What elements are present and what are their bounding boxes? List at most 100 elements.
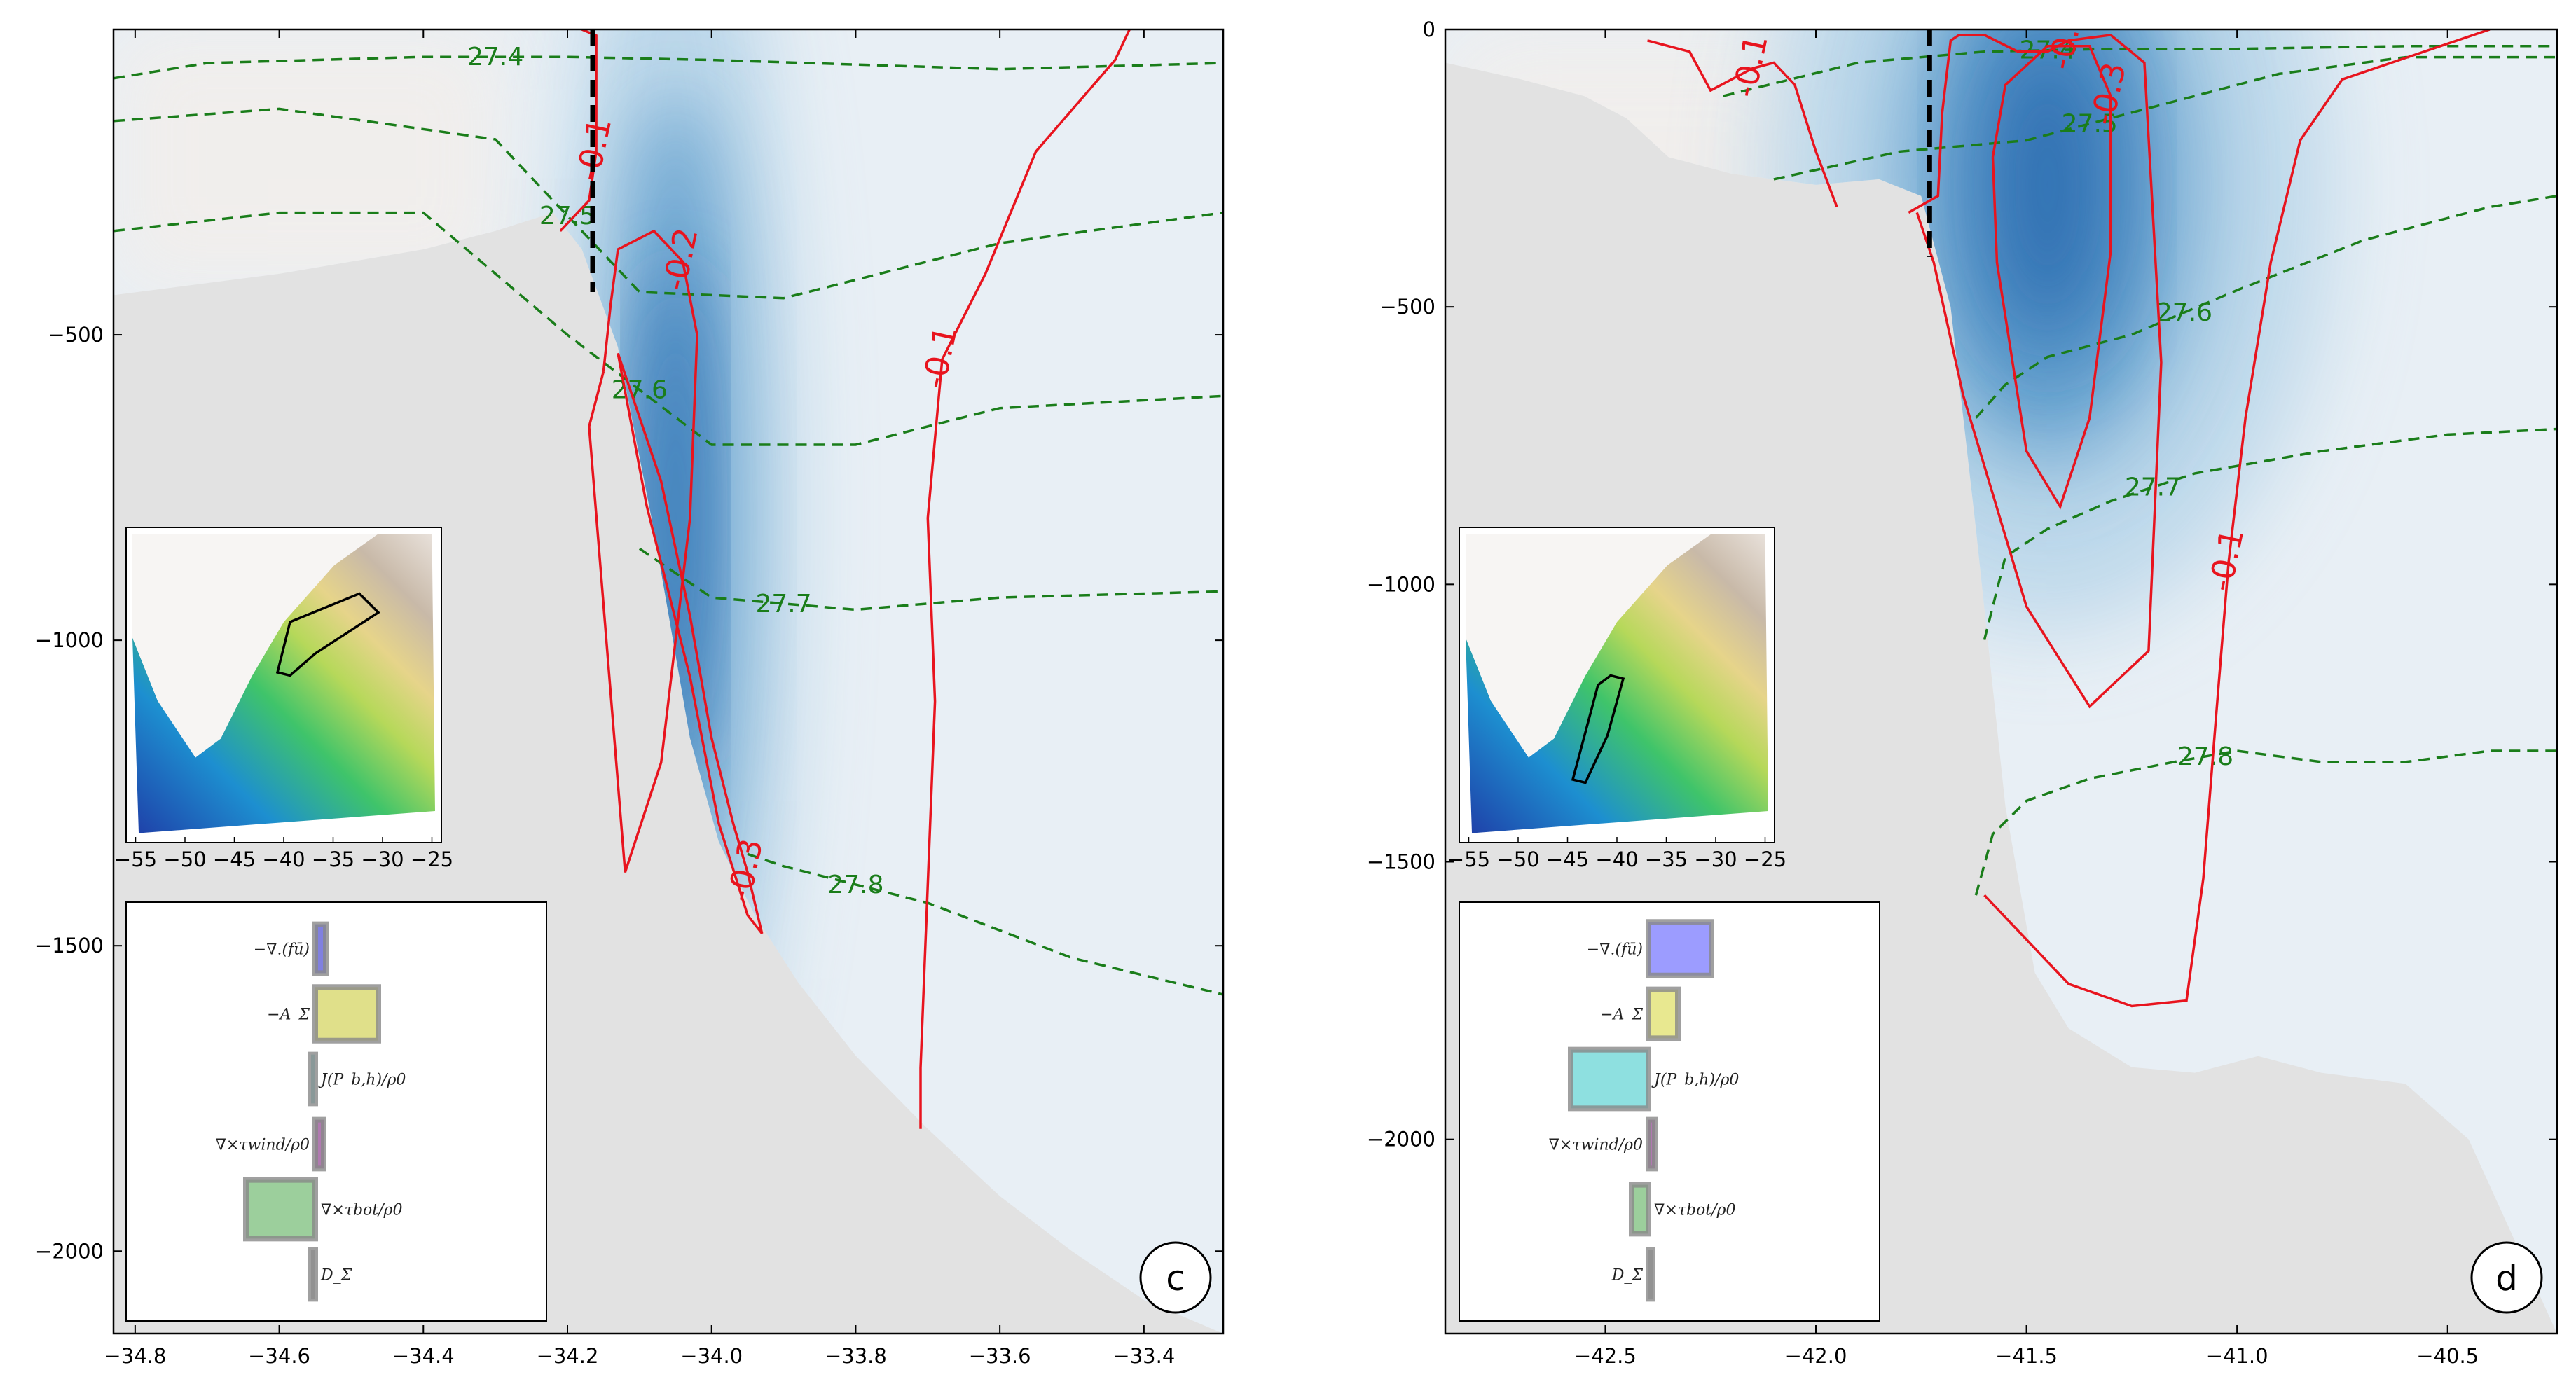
- inset-region-outline: [1571, 674, 1625, 784]
- x-tick-label: −42.5: [1574, 1344, 1637, 1368]
- isopycnal-label: 27.5: [2062, 110, 2118, 139]
- isopycnal-27.7: [1983, 427, 2557, 641]
- plot-area: 27.427.527.627.727.8-0.1-0.2-0.3-0.1: [113, 29, 1223, 1334]
- term-label: ∇×τwind/ρ0: [1549, 1137, 1643, 1154]
- isopycnal-27.8: [1974, 749, 2557, 896]
- term-label: ∇×τwind/ρ0: [216, 1137, 310, 1154]
- isopycnal-label: 27.7: [2125, 473, 2181, 502]
- isopycnal-27.6: [1975, 194, 2557, 419]
- term-bar: [312, 921, 329, 976]
- term-bar: [308, 1247, 318, 1302]
- term-bar: [1568, 1046, 1651, 1112]
- inset-land: [132, 534, 378, 758]
- term-label: J(P_b,h)/ρ0: [318, 1072, 406, 1089]
- inset-land: [1466, 534, 1711, 758]
- inset-x-tick-label: −45: [1546, 847, 1589, 871]
- panel-d: 27.427.527.627.727.8-0.1 -0.2-0.3-0.1−42.…: [1367, 18, 2558, 1368]
- inset-x-tick-label: −25: [411, 847, 453, 871]
- x-tick-label: −42.0: [1785, 1344, 1847, 1368]
- velocity-contour--0.3: [617, 352, 764, 934]
- inset-region-outline: [275, 592, 380, 677]
- panel-label: c: [1166, 1258, 1185, 1299]
- term-bar: [1646, 919, 1714, 978]
- inset-x-tick-label: −45: [213, 847, 256, 871]
- velocity-contour--0.1: [919, 29, 1131, 1129]
- inset-x-tick-label: −50: [163, 847, 206, 871]
- y-tick-label: −1000: [35, 628, 104, 652]
- inset-x-tick-label: −35: [1645, 847, 1688, 871]
- inset-map: −55 −50 −45 −40 −35 −30 −25: [114, 527, 453, 871]
- isopycnal-label: 27.4: [467, 43, 523, 71]
- velocity-contour--0.2: [1908, 34, 2163, 709]
- velocity-contour--0.1: [1647, 39, 1838, 208]
- isopycnal-label: 27.6: [2156, 298, 2212, 327]
- term-label: ∇×τbot/ρ0: [321, 1202, 402, 1219]
- term-bar: [1629, 1182, 1651, 1237]
- inset-x-tick-label: −40: [262, 847, 305, 871]
- panel-c: 27.427.527.627.727.8-0.1-0.2-0.3-0.1−34.…: [35, 28, 1225, 1368]
- isopycnal-label: 27.6: [612, 376, 668, 405]
- y-tick-label: −2000: [1367, 1128, 1435, 1151]
- x-tick-label: −34.6: [248, 1344, 310, 1368]
- panel-badge: [2470, 1241, 2543, 1314]
- term-bar: [312, 1116, 326, 1172]
- y-tick-label: 0: [1423, 18, 1435, 41]
- velocity-contour--0.1: [1983, 29, 2491, 1008]
- y-tick-label: −500: [48, 323, 104, 347]
- term-label: −A_Σ: [267, 1006, 310, 1024]
- term-label: D_Σ: [320, 1267, 352, 1285]
- term-bar: [1646, 1247, 1655, 1302]
- term-label: D_Σ: [1611, 1267, 1644, 1285]
- term-label: −∇.(fū): [1587, 941, 1643, 959]
- panel-badge: [1139, 1241, 1212, 1314]
- term-label: −A_Σ: [1600, 1006, 1643, 1024]
- x-tick-label: −34.4: [392, 1344, 455, 1368]
- inset-x-tick-label: −50: [1496, 847, 1539, 871]
- axes-frame: [112, 28, 1225, 1335]
- x-tick-label: −33.8: [825, 1344, 887, 1368]
- inset-x-tick-label: −35: [312, 847, 354, 871]
- isopycnal-label: 27.8: [2177, 742, 2233, 771]
- velocity-contour--0.2: [588, 229, 698, 873]
- term-bars: −∇.(fū) −A_Σ J(P_b,h)/ρ0 ∇×τwind/ρ0 ∇×τbot/ρ…: [125, 901, 547, 1322]
- term-label: J(P_b,h)/ρ0: [1651, 1072, 1739, 1089]
- x-tick-label: −41.0: [2206, 1344, 2268, 1368]
- term-bar: [308, 1051, 318, 1107]
- inset-x-tick-label: −55: [1447, 847, 1490, 871]
- term-bar: [1646, 1116, 1658, 1172]
- panel-label: d: [2495, 1258, 2518, 1299]
- isopycnal-27.7: [638, 547, 1223, 611]
- inset-x-tick-label: −30: [361, 847, 404, 871]
- term-bars-frame: [125, 901, 547, 1322]
- y-tick-label: −1500: [1367, 850, 1435, 874]
- y-tick-label: −2000: [35, 1239, 104, 1263]
- isopycnal-label: 27.8: [827, 871, 883, 899]
- x-tick-label: −34.0: [680, 1344, 743, 1368]
- term-bar: [243, 1177, 318, 1242]
- term-label: −∇.(fū): [254, 941, 310, 959]
- isopycnal-27.6: [113, 211, 1223, 446]
- term-bar: [1646, 986, 1681, 1041]
- inset-map: −55 −50 −45 −40 −35 −30 −25: [1447, 527, 1786, 871]
- x-tick-label: −34.2: [537, 1344, 599, 1368]
- y-tick-label: −1500: [35, 934, 104, 957]
- inset-ocean: [132, 534, 435, 833]
- inset-x-tick-label: −40: [1595, 847, 1638, 871]
- term-bars: −∇.(fū) −A_Σ J(P_b,h)/ρ0 ∇×τwind/ρ0 ∇×τbot/ρ…: [1459, 901, 1880, 1322]
- y-tick-label: −1000: [1367, 572, 1435, 596]
- x-tick-label: −34.8: [104, 1344, 166, 1368]
- inset-x-tick-label: −25: [1744, 847, 1786, 871]
- inset-ocean: [1466, 534, 1768, 833]
- velocity-max: [1983, 29, 2113, 352]
- isopycnal-label: 27.7: [755, 590, 811, 618]
- x-tick-label: −40.5: [2416, 1344, 2479, 1368]
- isopycnal-27.4: [113, 55, 1223, 80]
- isopycnal-label: 27.5: [539, 202, 595, 230]
- axes-frame: [1444, 28, 2558, 1335]
- isopycnal-27.4: [1723, 45, 2557, 97]
- y-tick-label: −500: [1379, 295, 1435, 319]
- x-tick-label: −33.4: [1113, 1344, 1175, 1368]
- x-tick-label: −33.6: [969, 1344, 1031, 1368]
- inset-x-tick-label: −30: [1694, 847, 1737, 871]
